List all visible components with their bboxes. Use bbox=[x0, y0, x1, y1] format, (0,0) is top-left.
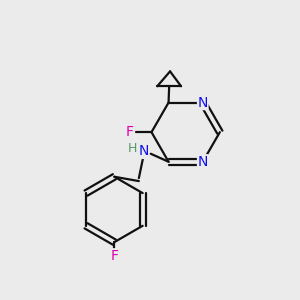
Text: F: F bbox=[110, 249, 118, 263]
Text: N: N bbox=[198, 155, 208, 169]
Text: F: F bbox=[125, 125, 133, 139]
Text: N: N bbox=[138, 144, 148, 158]
Text: N: N bbox=[198, 96, 208, 110]
Text: H: H bbox=[128, 142, 138, 155]
